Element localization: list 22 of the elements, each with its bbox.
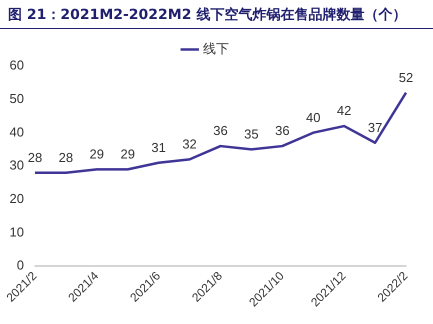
data-label: 32	[182, 136, 197, 152]
y-tick-label: 40	[9, 124, 24, 140]
data-label: 36	[275, 123, 290, 138]
data-label: 31	[151, 140, 166, 155]
data-label: 37	[368, 120, 382, 135]
data-label: 29	[120, 146, 135, 162]
legend-label: 线下	[202, 41, 229, 56]
data-label: 40	[306, 110, 320, 125]
data-label: 35	[244, 126, 259, 142]
y-tick-label: 0	[16, 258, 24, 273]
data-label: 36	[213, 123, 228, 138]
y-tick-label: 50	[9, 90, 24, 106]
data-label: 29	[90, 146, 104, 162]
data-label: 28	[58, 150, 74, 165]
y-tick-label: 20	[9, 191, 24, 206]
data-label: 42	[336, 103, 352, 118]
y-tick-label: 10	[9, 224, 24, 240]
data-label: 52	[398, 70, 414, 85]
data-label: 28	[28, 150, 42, 165]
chart-title: 图 21：2021M2-2022M2 线下空气炸锅在售品牌数量（个）	[0, 0, 433, 29]
y-tick-label: 30	[9, 158, 24, 173]
y-tick-label: 60	[9, 58, 24, 73]
